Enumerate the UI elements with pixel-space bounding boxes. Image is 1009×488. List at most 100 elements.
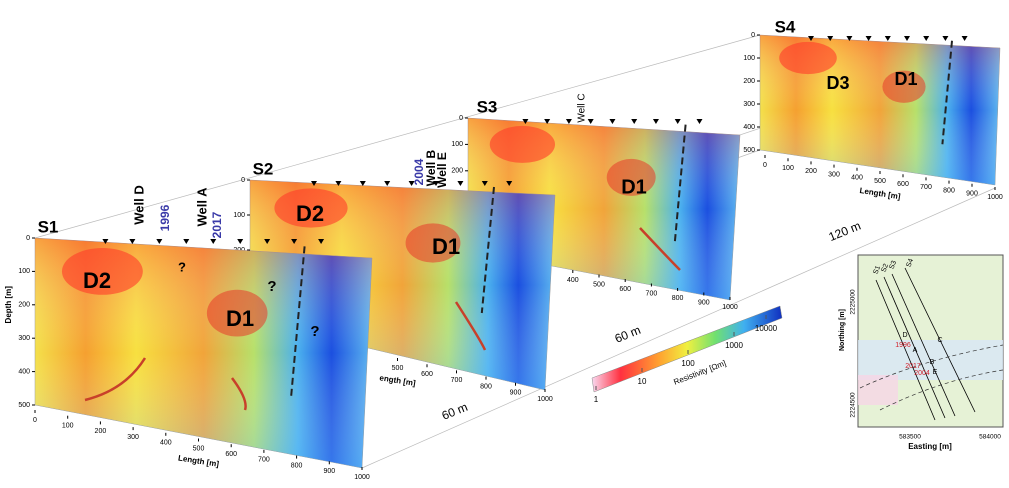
length-tick-label: 700 — [258, 457, 270, 464]
annotation: ? — [267, 278, 276, 295]
length-tick-label: 300 — [828, 171, 840, 178]
annotation: D1 — [226, 306, 254, 331]
depth-tick-label: 100 — [451, 141, 463, 148]
length-tick-label: 1000 — [987, 194, 1003, 201]
fault-line — [290, 246, 306, 397]
receiver-marker — [506, 181, 513, 186]
spacing-label: 120 m — [827, 218, 863, 243]
length-tick-label: 600 — [619, 286, 631, 293]
length-tick-label: 900 — [510, 390, 522, 397]
map-year-label: 2017 — [905, 363, 921, 370]
annotation: Well C — [577, 93, 588, 122]
receiver-marker — [609, 119, 616, 124]
annotation: D1 — [894, 69, 917, 89]
annotation: Well D — [131, 185, 146, 225]
length-tick-label: 600 — [897, 181, 909, 188]
map-year-label: 1996 — [895, 342, 911, 349]
map-x-tick-label: 584000 — [979, 434, 1001, 441]
anomaly — [779, 41, 837, 75]
length-tick-label: 200 — [95, 428, 107, 435]
resistivity-shade — [35, 238, 372, 468]
annotation: 1996 — [158, 204, 172, 231]
map-x-label: Easting [m] — [908, 442, 952, 451]
map-well-label: B — [930, 359, 935, 366]
length-tick-label: 700 — [646, 290, 658, 297]
depth-tick-label: 300 — [743, 101, 755, 108]
length-tick-label: 500 — [593, 281, 605, 288]
map-well-label: D — [902, 332, 907, 339]
map-y-label: Northing [m] — [839, 309, 846, 351]
anomaly — [606, 158, 656, 196]
receiver-marker — [865, 36, 872, 41]
anomaly — [882, 70, 926, 103]
length-tick-label: 400 — [567, 277, 579, 284]
colorbar-tick-label: 10000 — [755, 324, 778, 333]
receiver-marker — [652, 119, 659, 124]
depth-tick-label: 100 — [18, 268, 30, 275]
length-tick-label: 700 — [451, 377, 463, 384]
length-tick-label: 600 — [421, 371, 433, 378]
annotation: Well A — [194, 187, 209, 227]
receiver-marker — [237, 239, 244, 244]
depth-tick-label: 100 — [743, 55, 755, 62]
length-tick-label: 800 — [943, 187, 955, 194]
anomaly — [61, 248, 143, 295]
depth-tick-label: 0 — [459, 115, 463, 122]
annotation: ? — [310, 323, 319, 340]
receiver-marker — [335, 181, 342, 186]
panel-label: S3 — [477, 97, 498, 116]
anomaly — [206, 289, 268, 337]
depth-axis-label: Depth [m] — [4, 286, 13, 324]
flow-arrow — [454, 301, 487, 351]
length-tick-label: 200 — [805, 168, 817, 175]
receiver-marker — [318, 239, 325, 244]
spacing-label: 60 m — [613, 323, 643, 346]
receiver-marker — [102, 239, 109, 244]
length-axis-label: Length [m] — [177, 453, 220, 468]
length-tick-label: 800 — [480, 383, 492, 390]
length-tick-label: 300 — [127, 434, 139, 441]
colorbar-tick-label: 1 — [594, 395, 599, 404]
depth-tick-label: 200 — [743, 78, 755, 85]
map-well-label: C — [937, 337, 942, 344]
length-tick-label: 500 — [193, 445, 205, 452]
depth-tick-label: 200 — [18, 302, 30, 309]
annotation: D2 — [83, 268, 111, 293]
receiver-marker — [433, 181, 439, 186]
receiver-marker — [544, 119, 551, 124]
receiver-marker — [481, 181, 488, 186]
map-line-label: S1 — [873, 265, 883, 276]
length-tick-label: 100 — [62, 423, 74, 430]
receiver-marker — [311, 181, 317, 186]
annotation: 2004 — [412, 158, 426, 185]
receiver-marker — [827, 36, 834, 41]
receiver-marker — [904, 36, 910, 41]
anomaly — [489, 125, 556, 163]
depth-tick-label: 400 — [18, 368, 30, 375]
length-tick-label: 800 — [672, 295, 684, 302]
depth-tick-label: 400 — [743, 124, 755, 131]
spacing-label: 60 m — [440, 400, 470, 423]
map-x-tick-label: 583500 — [899, 434, 921, 441]
length-tick-label: 400 — [160, 440, 172, 447]
length-tick-label: 100 — [782, 165, 794, 172]
receiver-marker — [631, 119, 638, 124]
section-panel: S4 0 100 200 300 400 500 0 100 200 300 400 500 600 700… — [743, 17, 1003, 201]
map-line-label: S4 — [906, 258, 916, 269]
fault-line — [673, 124, 687, 244]
flow-arrow — [230, 377, 247, 411]
length-tick-label: 900 — [966, 191, 978, 198]
depth-tick-label: 0 — [751, 32, 755, 39]
colorbar-bar — [591, 305, 783, 393]
depth-tick-label: 0 — [26, 235, 30, 242]
fault-line — [941, 40, 953, 145]
receiver-marker — [183, 239, 190, 244]
panel-label: S1 — [38, 217, 59, 236]
flow-arrow — [639, 227, 681, 271]
section-panel: S1 0 100 200 300 400 500 Depth [m] 0 100 200 300 400… — [4, 185, 373, 481]
receiver-marker — [846, 36, 853, 41]
map-y-tick-label: 2225000 — [850, 289, 857, 315]
receiver-marker — [808, 36, 814, 41]
length-tick-label: 400 — [851, 175, 863, 182]
